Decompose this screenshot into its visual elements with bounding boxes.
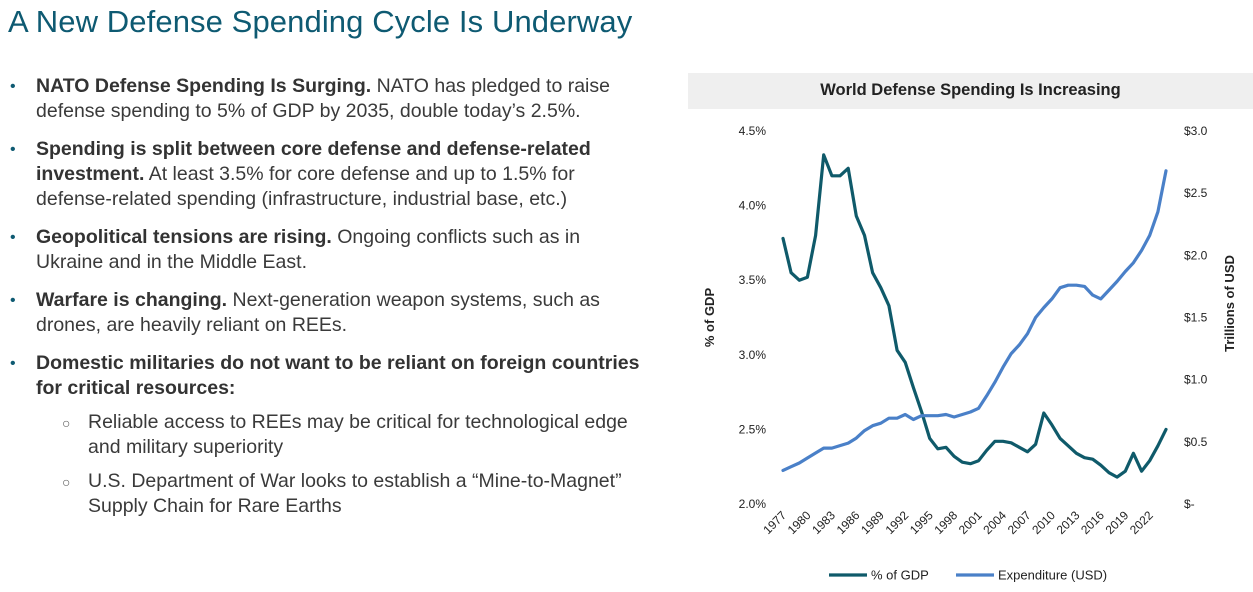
bullet-list: • NATO Defense Spending Is Surging. NATO… (8, 74, 648, 532)
bullet-dot-icon: • (10, 141, 16, 158)
bullet-item: • Warfare is changing. Next-generation w… (8, 288, 648, 338)
x-axis-tick-label: 1989 (858, 508, 887, 537)
x-axis-tick-label: 1980 (785, 508, 814, 537)
left-axis-tick-label: 4.5% (739, 124, 767, 138)
sub-bullet-circle-icon: ○ (62, 474, 71, 490)
bullet-item: • NATO Defense Spending Is Surging. NATO… (8, 74, 648, 124)
bullet-text: At least 3.5% for core defense and up to… (36, 163, 575, 210)
bullet-heading: Geopolitical tensions are rising. (36, 226, 332, 248)
right-axis-tick-label: $1.5 (1184, 311, 1208, 325)
left-axis-tick-label: 3.5% (739, 273, 767, 287)
right-axis-tick-label: $1.0 (1184, 373, 1208, 387)
line-chart: 2.0% 2.5% 3.0% 3.5% 4.0% 4.5% $- $0.5 $1.0 $1.5 $2… (702, 124, 1237, 583)
page-title: A New Defense Spending Cycle Is Underway (8, 4, 633, 39)
x-axis-tick-label: 1995 (907, 508, 936, 537)
x-axis-tick-label: 2013 (1054, 508, 1083, 537)
x-axis-tick-label: 2010 (1029, 508, 1058, 537)
series-line-of-gdp (781, 153, 1168, 479)
legend-label-of-gdp: % of GDP (871, 568, 929, 583)
sub-bullet-circle-icon: ○ (62, 415, 71, 431)
x-axis-tick-label: 2004 (980, 508, 1009, 537)
bullet-dot-icon: • (10, 78, 16, 95)
bullet-text: NATO has pledged to raise defense spendi… (36, 75, 610, 122)
bullet-item: • Spending is split between core defense… (8, 137, 648, 212)
bullet-text: Next-generation weapon systems, such as … (36, 289, 600, 336)
sub-bullet-item: ○ U.S. Department of War looks to establ… (8, 469, 648, 519)
right-axis-tick-label: $2.0 (1184, 248, 1208, 262)
bullet-dot-icon: • (10, 355, 16, 372)
sub-bullet-text: U.S. Department of War looks to establis… (88, 470, 622, 517)
right-axis-tick-label: $0.5 (1184, 435, 1208, 449)
x-axis-tick-label: 2022 (1127, 508, 1156, 537)
right-axis-label: Trillions of USD (1222, 255, 1237, 352)
left-axis-tick-label: 2.0% (739, 497, 767, 511)
x-axis-tick-label: 2001 (956, 508, 985, 537)
right-axis-tick-label: $- (1184, 497, 1195, 511)
sub-bullet-text: Reliable access to REEs may be critical … (88, 411, 628, 458)
bullet-item: • Domestic militaries do not want to be … (8, 351, 648, 519)
bullet-dot-icon: • (10, 292, 16, 309)
bullet-heading: Warfare is changing. (36, 289, 228, 311)
bullet-dot-icon: • (10, 229, 16, 246)
chart-panel: World Defense Spending Is Increasing 2.0… (688, 73, 1253, 592)
bullet-heading: Spending is split between core defense a… (36, 138, 591, 185)
chart-title: World Defense Spending Is Increasing (820, 81, 1121, 99)
legend-label-expenditure-usd: Expenditure (USD) (998, 568, 1107, 583)
x-axis-tick-label: 1986 (834, 508, 863, 537)
bullet-heading: NATO Defense Spending Is Surging. (36, 75, 372, 97)
x-axis-tick-label: 1998 (931, 508, 960, 537)
left-axis-tick-label: 2.5% (739, 422, 767, 436)
left-axis-tick-label: 3.0% (739, 348, 767, 362)
sub-bullet-item: ○ Reliable access to REEs may be critica… (8, 410, 648, 460)
bullet-heading: Domestic militaries do not want to be re… (36, 352, 640, 399)
x-axis-tick-label: 1992 (883, 508, 912, 537)
right-axis-tick-label: $2.5 (1184, 186, 1208, 200)
series-line-expenditure-usd (781, 169, 1168, 472)
x-axis-tick-label: 1983 (809, 508, 838, 537)
x-axis-tick-label: 2016 (1078, 508, 1107, 537)
chart-header: World Defense Spending Is Increasing (688, 73, 1253, 109)
x-axis-tick-label: 2019 (1103, 508, 1132, 537)
x-axis-tick-label: 2007 (1005, 508, 1034, 537)
right-axis-tick-label: $3.0 (1184, 124, 1208, 138)
bullet-item: • Geopolitical tensions are rising. Ongo… (8, 225, 648, 275)
left-axis-tick-label: 4.0% (739, 199, 767, 213)
bullet-text: Ongoing conflicts such as in Ukraine and… (36, 226, 581, 273)
x-axis-tick-label: 1977 (760, 508, 789, 537)
left-axis-label: % of GDP (702, 288, 717, 348)
